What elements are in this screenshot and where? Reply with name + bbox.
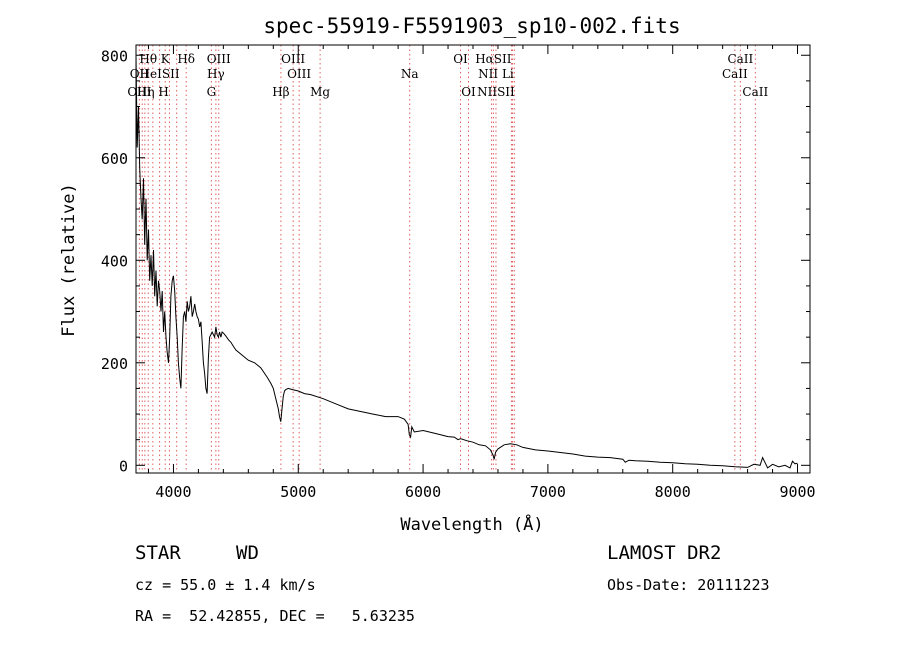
x-tick-label: 4000 (155, 483, 191, 501)
y-axis-ticks: 0 200 400 600 800 (101, 47, 810, 475)
line-marker-label: CaII (722, 67, 748, 81)
line-marker-label: Hδ (177, 52, 195, 66)
line-marker-label: OIII (287, 67, 311, 81)
x-tick-label: 8000 (655, 483, 691, 501)
redshift-text: cz = 55.0 ± 1.4 km/s (135, 576, 316, 594)
x-tick-label: 7000 (530, 483, 566, 501)
coordinates: RA = 52.42855, DEC = 5.63235 (135, 607, 415, 625)
line-marker-label: OIII (127, 85, 151, 99)
x-axis-ticks: 4000 5000 6000 7000 8000 9000 (147, 45, 816, 501)
line-marker-label: OI (461, 85, 476, 99)
line-marker-label: Hθ (139, 52, 157, 66)
object-subclass: WD (236, 542, 259, 564)
spectrum-line (135, 55, 798, 469)
line-marker-label: HeISII (140, 67, 180, 81)
y-tick-label: 800 (101, 47, 128, 65)
x-tick-label: 9000 (779, 483, 815, 501)
line-marker-label: G (207, 85, 217, 99)
x-tick-label: 6000 (405, 483, 441, 501)
line-marker-label: NIISII (477, 85, 515, 99)
line-marker-label: OIII (281, 52, 305, 66)
line-marker-label: OIII (207, 52, 231, 66)
line-marker-label: CaII (742, 85, 768, 99)
y-axis-label: Flux (relative) (59, 183, 79, 337)
y-tick-label: 200 (101, 355, 128, 373)
line-marker-label: CaII (727, 52, 753, 66)
line-marker-label: Hη H (137, 85, 169, 99)
survey-name: LAMOST DR2 (607, 542, 721, 564)
y-tick-label: 400 (101, 252, 128, 270)
line-marker-label: OI (453, 52, 468, 66)
line-marker-label: Mg (310, 85, 330, 99)
line-marker-label: Hβ (272, 85, 289, 99)
x-tick-label: 5000 (280, 483, 316, 501)
line-markers (138, 45, 756, 473)
object-class: STAR (135, 542, 181, 564)
obs-date: Obs-Date: 20111223 (607, 576, 770, 594)
line-marker-label: Na (401, 67, 419, 81)
y-tick-label: 600 (101, 150, 128, 168)
plot-frame (135, 44, 811, 474)
y-tick-label: 0 (119, 457, 128, 475)
line-marker-label: NII Li (478, 67, 514, 81)
line-marker-label: OII (130, 67, 150, 81)
chart-title: spec-55919-F5591903_sp10-002.fits (263, 14, 680, 38)
line-marker-label: K (161, 52, 171, 66)
line-marker-label: Hγ (207, 67, 225, 81)
x-axis-label: Wavelength (Å) (400, 513, 543, 535)
line-marker-label: HαSII (475, 52, 512, 66)
